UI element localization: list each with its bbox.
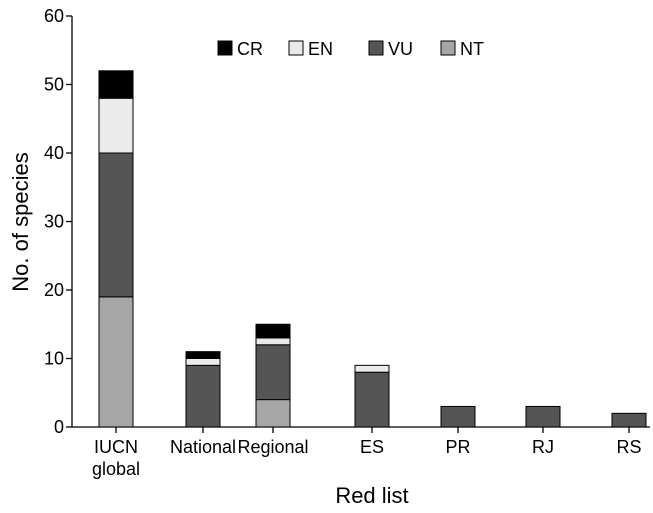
x-tick-label: RJ [532,437,554,457]
x-tick-label: IUCN [94,437,138,457]
bar-segment-cr [255,323,291,339]
x-tick-label: National [170,437,236,457]
x-tick-label: global [92,459,140,479]
y-tick-label: 0 [54,417,64,437]
bar-segment-en [185,358,221,366]
y-tick-label: 60 [44,6,64,26]
x-tick-label: ES [360,437,384,457]
x-axis-title: Red list [335,483,408,508]
legend: CR EN VU NT [217,39,484,59]
bars [98,70,647,428]
y-axis: 0 10 20 30 40 50 60 [44,6,73,437]
y-tick-label: 50 [44,75,64,95]
bar-segment-nt [98,296,134,428]
legend-label-en: EN [308,39,333,59]
legend-label-vu: VU [388,39,413,59]
bar-segment-cr [98,70,134,99]
bar-segment-en [98,97,134,154]
legend-swatch-cr [217,40,233,56]
x-tick-label: RS [616,437,641,457]
bar-segment-vu [440,405,476,428]
y-tick-label: 40 [44,143,64,163]
legend-label-cr: CR [237,39,263,59]
bar-segment-vu [255,344,291,401]
bar-segment-vu [185,364,221,428]
bar-segment-vu [525,405,561,428]
bar-segment-cr [185,351,221,359]
y-tick-label: 30 [44,212,64,232]
bar-segment-en [354,364,390,373]
y-tick-label: 20 [44,280,64,300]
y-axis-title: No. of species [8,152,33,291]
bar-segment-vu [611,412,647,428]
legend-swatch-vu [368,40,384,56]
legend-swatch-en [288,40,304,56]
x-tick-label: PR [445,437,470,457]
legend-swatch-nt [440,40,456,56]
bar-segment-vu [354,371,390,428]
bar-segment-en [255,337,291,346]
y-tick-label: 10 [44,349,64,369]
bar-segment-nt [255,399,291,428]
x-tick-label: Regional [237,437,308,457]
bar-segment-vu [98,152,134,298]
legend-label-nt: NT [460,39,484,59]
